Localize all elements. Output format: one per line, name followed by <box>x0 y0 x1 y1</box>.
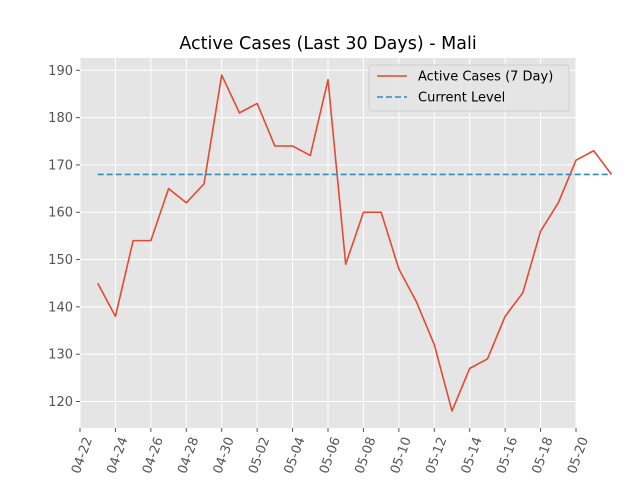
series-line-active-cases <box>97 74 613 412</box>
legend-label: Current Level <box>418 91 505 106</box>
y-axis: 120 130 140 150 160 170 180 190 <box>48 64 80 410</box>
legend-label: Active Cases (7 Day) <box>418 70 553 85</box>
y-tick-label: 190 <box>48 64 73 79</box>
y-tick-label: 150 <box>48 253 73 268</box>
y-tick-label: 130 <box>48 348 73 363</box>
legend: Active Cases (7 Day) Current Level <box>368 64 570 112</box>
chart-title: Active Cases (Last 30 Days) - Mali <box>179 34 476 54</box>
series-layer <box>97 74 613 412</box>
y-tick-label: 180 <box>48 111 73 126</box>
y-tick-label: 170 <box>48 158 73 173</box>
y-tick-label: 120 <box>48 395 73 410</box>
y-tick-label: 140 <box>48 300 73 315</box>
y-tick-label: 160 <box>48 206 73 221</box>
legend-box <box>368 64 570 112</box>
